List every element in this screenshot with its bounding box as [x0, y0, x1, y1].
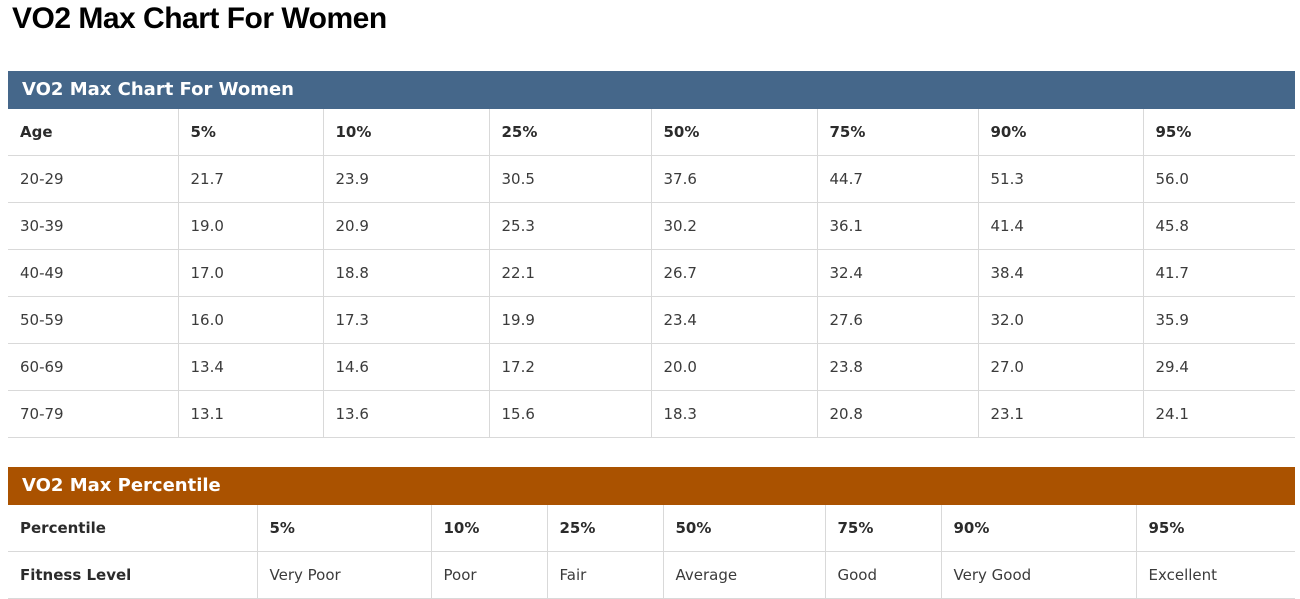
value-cell: 17.0	[178, 249, 324, 297]
column-header-25pct: 25%	[489, 108, 652, 156]
value-cell: 27.0	[978, 343, 1144, 391]
value-cell: 38.4	[978, 249, 1144, 297]
percentile-table: Percentile 5% 10% 25% 50% 75% 90% 95% Fi…	[8, 504, 1295, 599]
value-cell: 16.0	[178, 296, 324, 344]
fitness-cell: Average	[663, 551, 826, 599]
value-cell: 56.0	[1143, 155, 1295, 203]
table1-header-band: VO2 Max Chart For Women	[8, 70, 1295, 109]
percentile-cell: 25%	[547, 504, 664, 552]
table1-header-row: Age 5% 10% 25% 50% 75% 90% 95%	[8, 108, 1295, 156]
table-row-50-59: 50-59 16.0 17.3 19.9 23.4 27.6 32.0 35.9	[8, 296, 1295, 344]
percentile-row: Percentile 5% 10% 25% 50% 75% 90% 95%	[8, 504, 1295, 552]
value-cell: 36.1	[817, 202, 979, 250]
age-cell: 30-39	[8, 202, 179, 250]
fitness-cell: Excellent	[1136, 551, 1295, 599]
value-cell: 32.4	[817, 249, 979, 297]
value-cell: 14.6	[323, 343, 490, 391]
column-header-75pct: 75%	[817, 108, 979, 156]
column-header-age: Age	[8, 108, 179, 156]
value-cell: 23.1	[978, 390, 1144, 438]
value-cell: 32.0	[978, 296, 1144, 344]
fitness-level-row: Fitness Level Very Poor Poor Fair Averag…	[8, 551, 1295, 599]
table-row-30-39: 30-39 19.0 20.9 25.3 30.2 36.1 41.4 45.8	[8, 202, 1295, 250]
fitness-cell: Very Poor	[257, 551, 432, 599]
column-header-90pct: 90%	[978, 108, 1144, 156]
fitness-cell: Very Good	[941, 551, 1137, 599]
table2-header-band: VO2 Max Percentile	[8, 466, 1295, 505]
fitness-cell: Good	[825, 551, 942, 599]
value-cell: 17.3	[323, 296, 490, 344]
percentile-cell: 10%	[431, 504, 548, 552]
vo2-max-table-section: VO2 Max Chart For Women Age 5% 10% 25% 5…	[8, 70, 1295, 438]
fitness-cell: Poor	[431, 551, 548, 599]
row-header-fitness-level: Fitness Level	[8, 551, 258, 599]
percentile-cell: 50%	[663, 504, 826, 552]
percentile-cell: 90%	[941, 504, 1137, 552]
table-row-40-49: 40-49 17.0 18.8 22.1 26.7 32.4 38.4 41.7	[8, 249, 1295, 297]
value-cell: 20.8	[817, 390, 979, 438]
value-cell: 13.6	[323, 390, 490, 438]
value-cell: 35.9	[1143, 296, 1295, 344]
value-cell: 44.7	[817, 155, 979, 203]
vo2-max-table: Age 5% 10% 25% 50% 75% 90% 95% 20-29 21.…	[8, 108, 1295, 438]
fitness-cell: Fair	[547, 551, 664, 599]
column-header-5pct: 5%	[178, 108, 324, 156]
value-cell: 18.8	[323, 249, 490, 297]
value-cell: 18.3	[651, 390, 818, 438]
age-cell: 20-29	[8, 155, 179, 203]
age-cell: 70-79	[8, 390, 179, 438]
value-cell: 13.1	[178, 390, 324, 438]
value-cell: 21.7	[178, 155, 324, 203]
value-cell: 23.8	[817, 343, 979, 391]
value-cell: 37.6	[651, 155, 818, 203]
value-cell: 25.3	[489, 202, 652, 250]
value-cell: 51.3	[978, 155, 1144, 203]
value-cell: 45.8	[1143, 202, 1295, 250]
age-cell: 40-49	[8, 249, 179, 297]
percentile-cell: 5%	[257, 504, 432, 552]
column-header-95pct: 95%	[1143, 108, 1295, 156]
percentile-cell: 95%	[1136, 504, 1295, 552]
value-cell: 30.5	[489, 155, 652, 203]
value-cell: 24.1	[1143, 390, 1295, 438]
value-cell: 19.9	[489, 296, 652, 344]
value-cell: 15.6	[489, 390, 652, 438]
age-cell: 60-69	[8, 343, 179, 391]
table-row-70-79: 70-79 13.1 13.6 15.6 18.3 20.8 23.1 24.1	[8, 390, 1295, 438]
value-cell: 20.0	[651, 343, 818, 391]
value-cell: 22.1	[489, 249, 652, 297]
table1-title: VO2 Max Chart For Women	[22, 78, 294, 100]
value-cell: 20.9	[323, 202, 490, 250]
percentile-table-section: VO2 Max Percentile Percentile 5% 10% 25%…	[8, 466, 1295, 599]
row-header-percentile: Percentile	[8, 504, 258, 552]
table-row-60-69: 60-69 13.4 14.6 17.2 20.0 23.8 27.0 29.4	[8, 343, 1295, 391]
value-cell: 17.2	[489, 343, 652, 391]
age-cell: 50-59	[8, 296, 179, 344]
table2-title: VO2 Max Percentile	[22, 474, 221, 496]
column-header-10pct: 10%	[323, 108, 490, 156]
column-header-50pct: 50%	[651, 108, 818, 156]
value-cell: 13.4	[178, 343, 324, 391]
page-title: VO2 Max Chart For Women	[12, 2, 387, 35]
value-cell: 23.9	[323, 155, 490, 203]
value-cell: 30.2	[651, 202, 818, 250]
value-cell: 23.4	[651, 296, 818, 344]
value-cell: 41.4	[978, 202, 1144, 250]
value-cell: 29.4	[1143, 343, 1295, 391]
value-cell: 27.6	[817, 296, 979, 344]
value-cell: 41.7	[1143, 249, 1295, 297]
table-row-20-29: 20-29 21.7 23.9 30.5 37.6 44.7 51.3 56.0	[8, 155, 1295, 203]
value-cell: 26.7	[651, 249, 818, 297]
percentile-cell: 75%	[825, 504, 942, 552]
value-cell: 19.0	[178, 202, 324, 250]
